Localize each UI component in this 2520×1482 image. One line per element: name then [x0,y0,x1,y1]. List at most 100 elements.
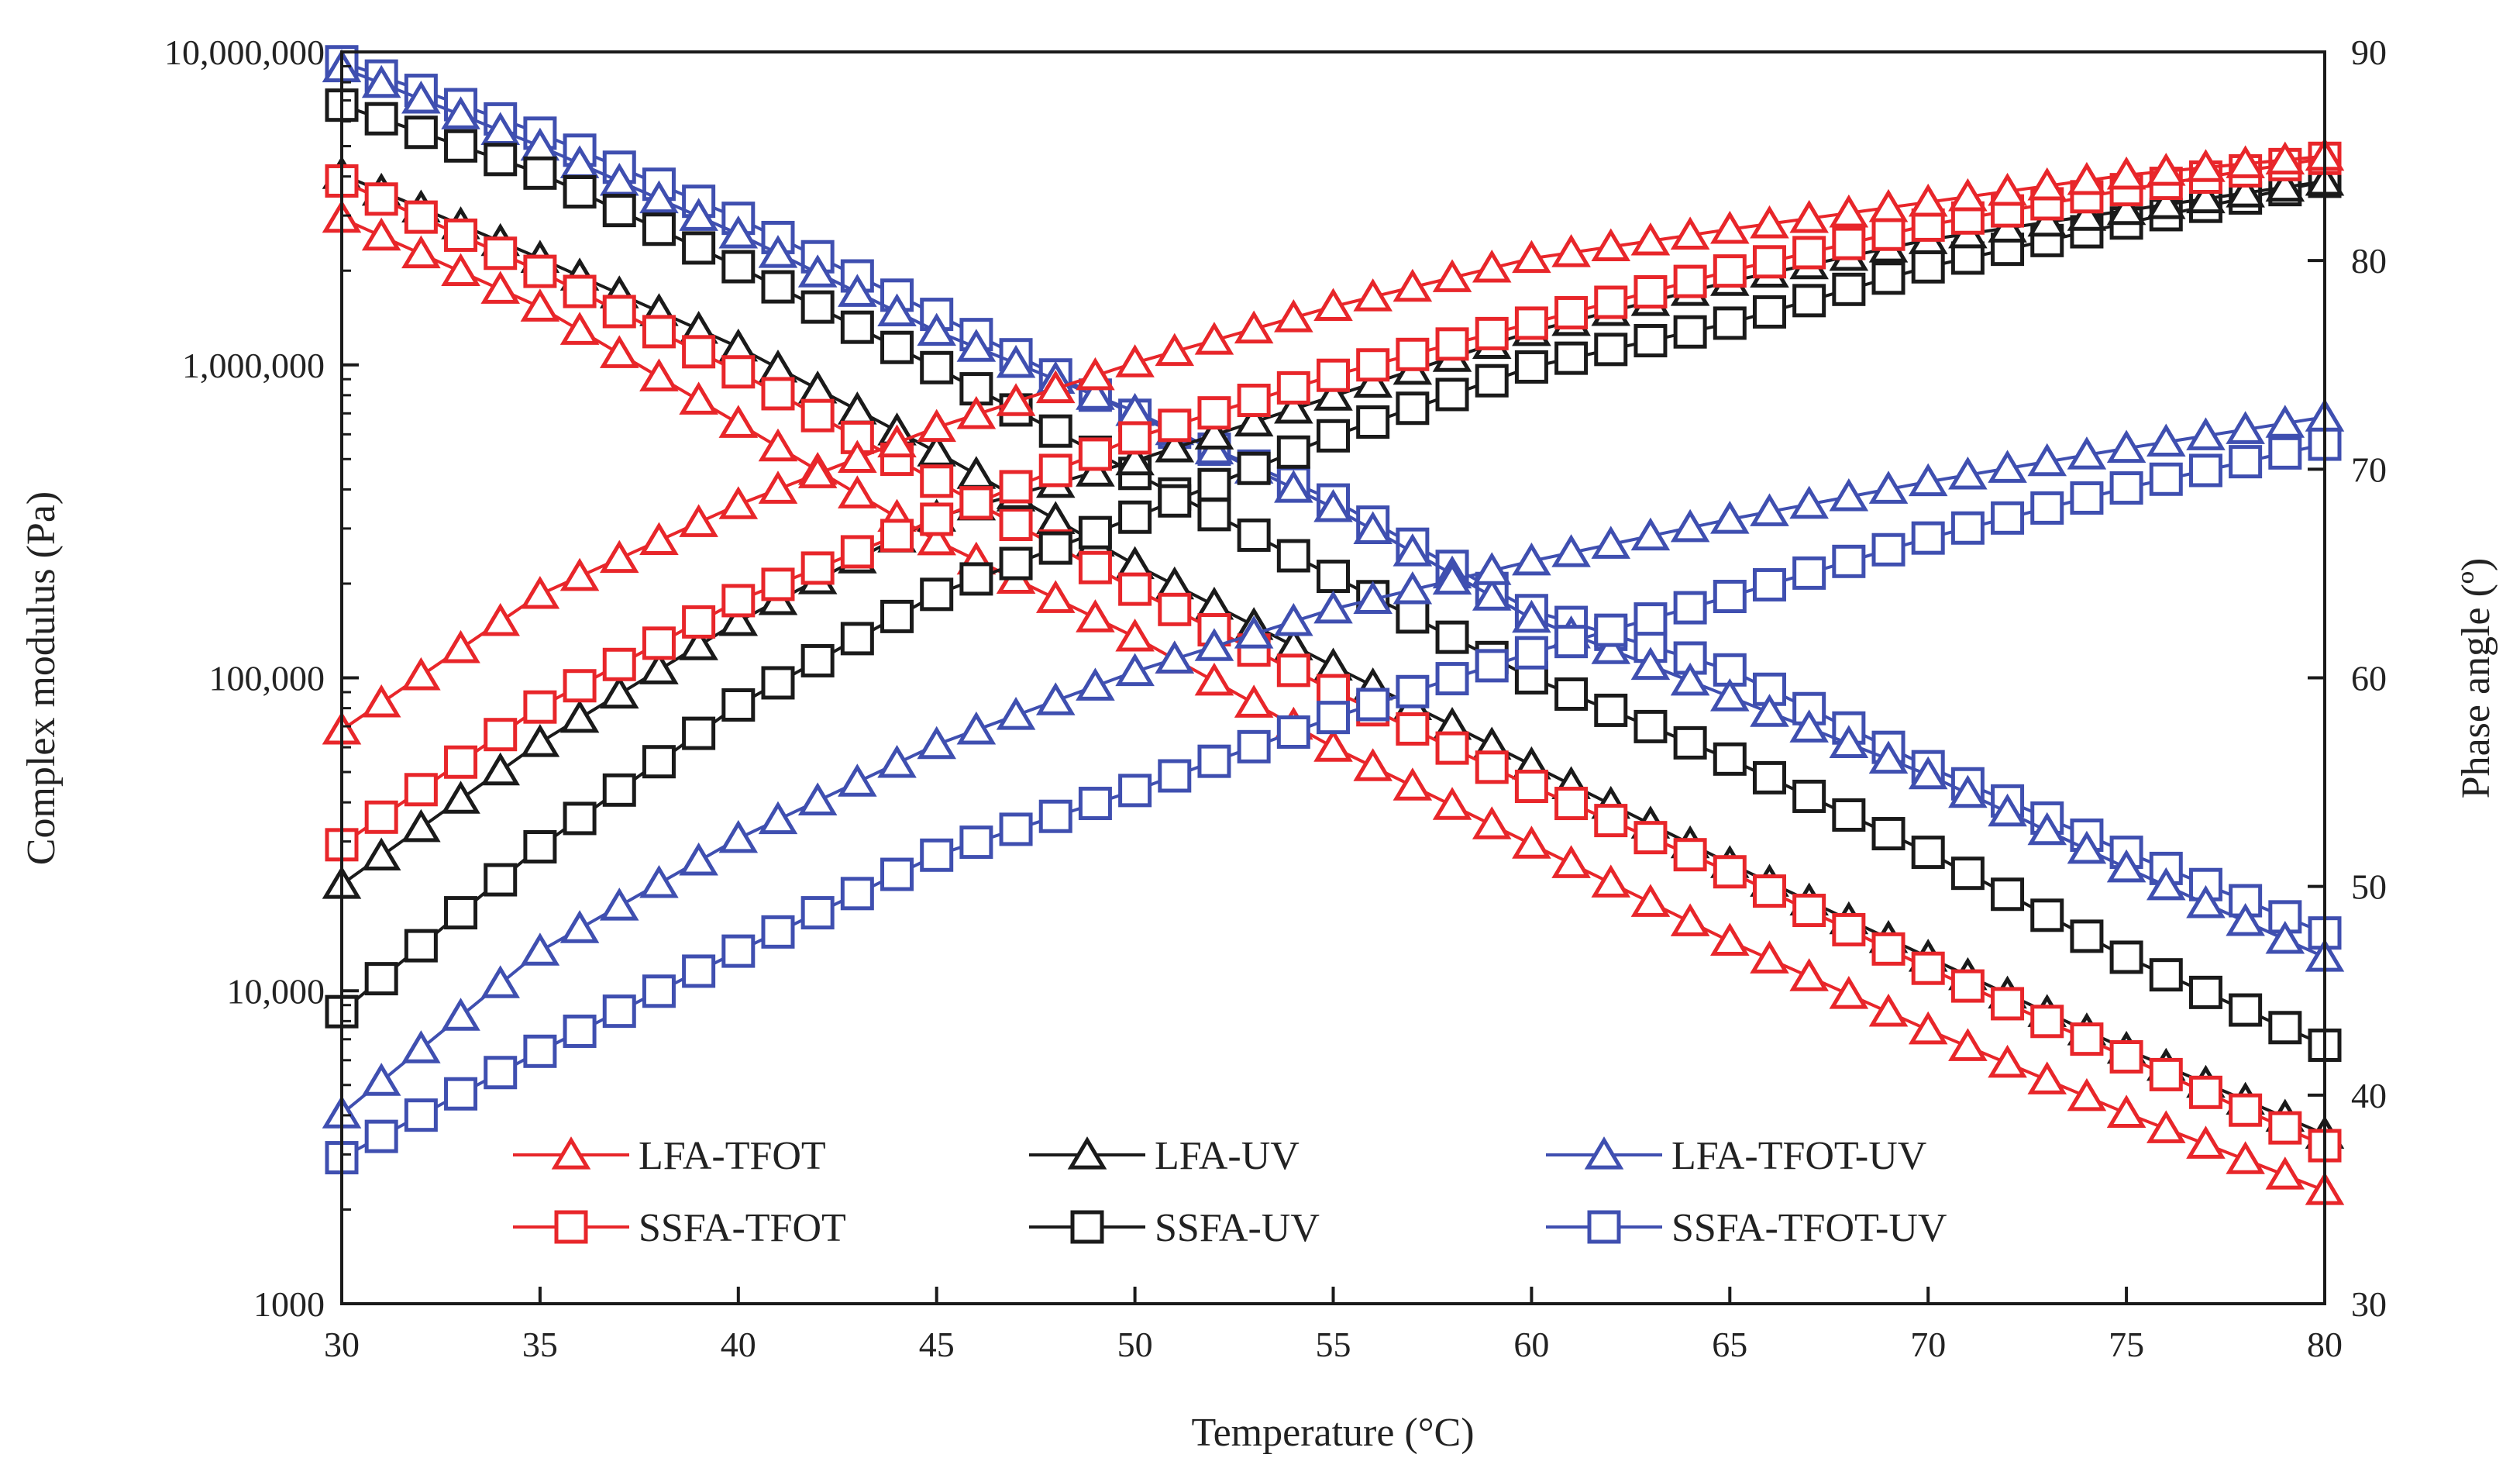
data-point [1988,793,2027,827]
data-point [1634,324,1668,358]
data-point [1871,532,1905,567]
data-point [599,162,639,196]
data-point [523,156,557,190]
data-point [602,194,636,228]
data-point [1868,188,1909,222]
data-point [1435,327,1469,361]
data-point [797,782,838,815]
data-point [1750,205,1789,239]
data-point [1078,437,1112,471]
data-point [364,102,398,136]
data-point [1158,759,1192,793]
data-point [920,350,954,384]
data-point [404,773,438,807]
data-point [1396,337,1430,371]
data-point [1591,631,1631,664]
data-point [1475,364,1509,398]
data-point [2106,156,2146,190]
data-point [1237,451,1271,485]
data-point [917,522,956,556]
legend-item: SSFA-TFOT-UV [1546,1206,1947,1250]
data-point [999,546,1033,581]
data-point [2186,149,2226,182]
data-point [1276,370,1310,405]
data-point [1948,774,1988,808]
data-point [1710,501,1750,534]
data-point [361,837,401,871]
legend-item: LFA-TFOT-UV [1546,1134,1926,1178]
data-point [959,486,993,520]
y2-tick-label: 80 [2351,241,2387,281]
data-point [1713,580,1747,614]
data-point [2067,436,2107,470]
data-point [1911,521,1945,555]
data-point [2268,1111,2302,1145]
data-point [1673,315,1707,349]
data-point [959,825,993,860]
data-point [401,1030,441,1063]
data-point [800,551,835,585]
data-point [877,424,917,458]
data-point [718,602,759,636]
data-point [1076,377,1115,410]
data-point [797,254,838,288]
data-point [563,174,597,209]
data-point [1868,740,1909,774]
data-point [1356,688,1390,722]
data-point [1353,278,1393,312]
data-point [2070,481,2104,515]
x-tick-label: 35 [522,1325,558,1364]
data-point [917,725,956,760]
data-point [1868,993,1909,1027]
data-point [956,711,997,745]
data-point [1472,249,1512,283]
data-point [1475,649,1509,683]
data-point [404,929,438,963]
data-point [1630,646,1671,681]
data-point [800,643,835,677]
data-point [1792,284,1826,318]
data-point [2268,1011,2302,1045]
data-point [2027,1061,2067,1094]
data-point [1356,348,1390,382]
data-point [523,1034,557,1068]
series-layer [322,45,2345,1205]
data-point [480,602,521,636]
data-point [1115,653,1155,687]
data-point [1789,199,1829,233]
data-point [404,1098,438,1132]
data-point [682,954,716,988]
data-point [840,622,874,656]
data-point [1871,932,1905,966]
data-point [920,464,954,498]
data-point [2265,168,2305,202]
data-point [1512,599,1551,633]
data-point [523,830,557,864]
data-point [1789,958,1829,991]
data-point [2149,958,2183,992]
data-point [642,212,676,246]
data-point [797,455,838,488]
legend: LFA-TFOT LFA-UV LFA-TFOT-UV SSFA-TFOT SSFA-U… [513,1134,1947,1250]
data-point [1792,236,1826,270]
x-tick-label: 50 [1117,1325,1153,1364]
data-point [1634,602,1668,636]
data-point [1991,987,2025,1021]
data-point [2188,453,2222,488]
data-point [2226,411,2265,444]
data-point [480,965,521,998]
data-point [639,358,679,391]
data-point [563,274,597,308]
data-point [1991,877,2025,912]
data-point [1554,341,1589,375]
data-point [1670,903,1710,936]
data-point [602,994,636,1029]
data-point [1988,450,2027,483]
data-point [1076,357,1115,391]
data-point [1118,500,1152,534]
data-point [441,629,480,663]
legend-label: LFA-TFOT [639,1134,826,1178]
data-point [441,96,480,129]
data-point [1514,350,1548,384]
data-point [1115,618,1155,652]
